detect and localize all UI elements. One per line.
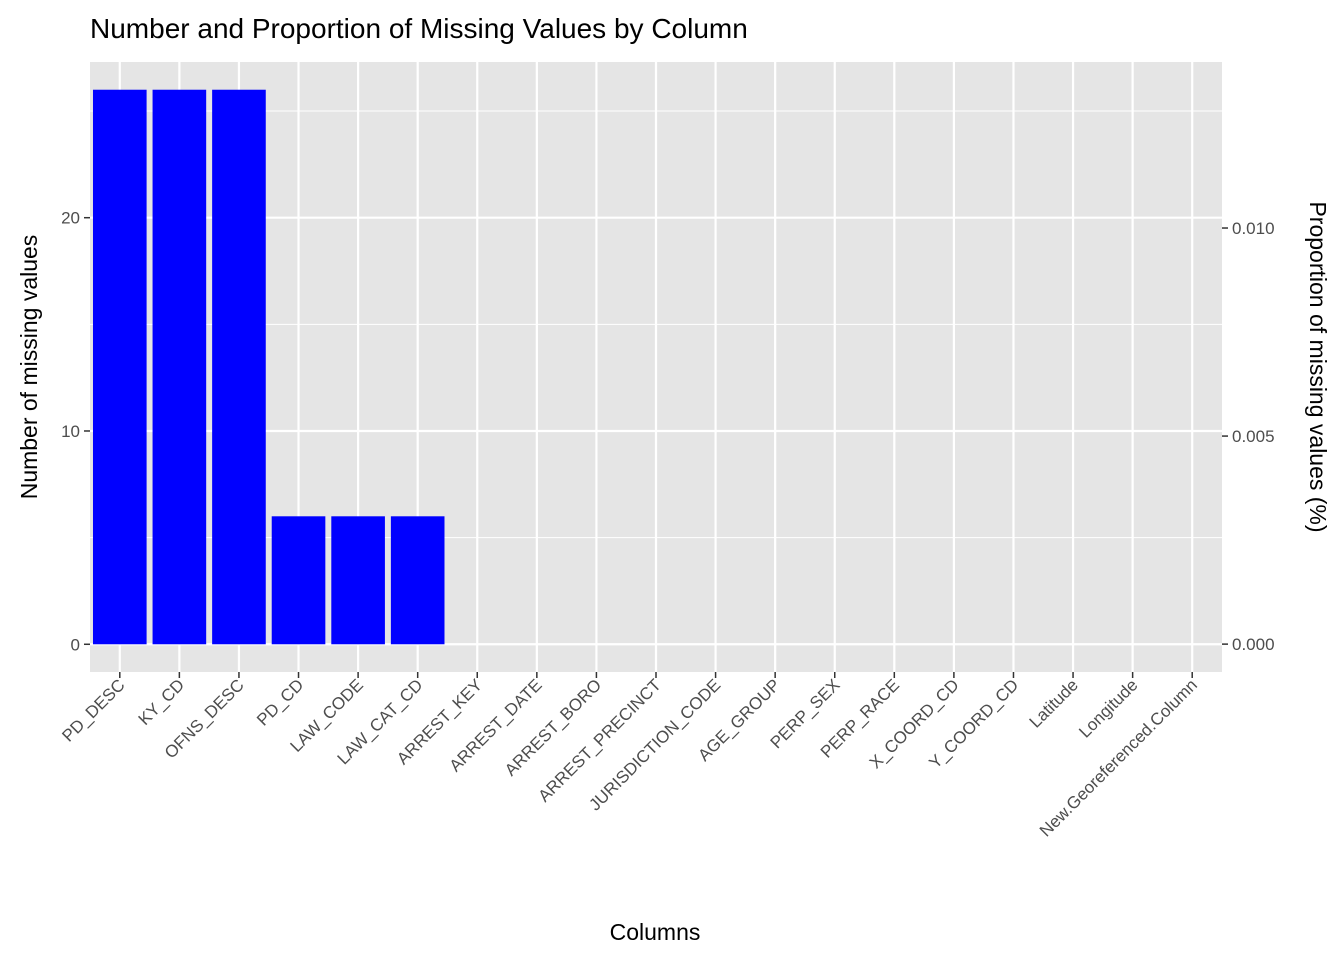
bar — [92, 89, 147, 645]
y2-tick-label: 0.010 — [1232, 219, 1275, 238]
bar — [390, 516, 445, 645]
y2-tick-label: 0.000 — [1232, 635, 1275, 654]
chart-title: Number and Proportion of Missing Values … — [90, 13, 748, 44]
bar — [152, 89, 207, 645]
x-tick-label: KY_CD — [135, 675, 189, 729]
bar — [331, 516, 385, 645]
bar — [212, 89, 266, 645]
bar — [271, 516, 326, 645]
x-tick-label: PD_DESC — [58, 675, 128, 745]
x-axis-title: Columns — [610, 919, 701, 945]
y2-tick-label: 0.005 — [1232, 427, 1275, 446]
y-tick-label: 10 — [61, 422, 80, 441]
y-tick-label: 20 — [61, 209, 80, 228]
y2-axis-title: Proportion of missing values (%) — [1305, 201, 1331, 532]
x-tick-label: PD_CD — [253, 675, 307, 729]
y-tick-label: 0 — [71, 635, 80, 654]
y-axis-title: Number of missing values — [16, 235, 42, 500]
x-tick-label: Latitude — [1026, 675, 1082, 731]
